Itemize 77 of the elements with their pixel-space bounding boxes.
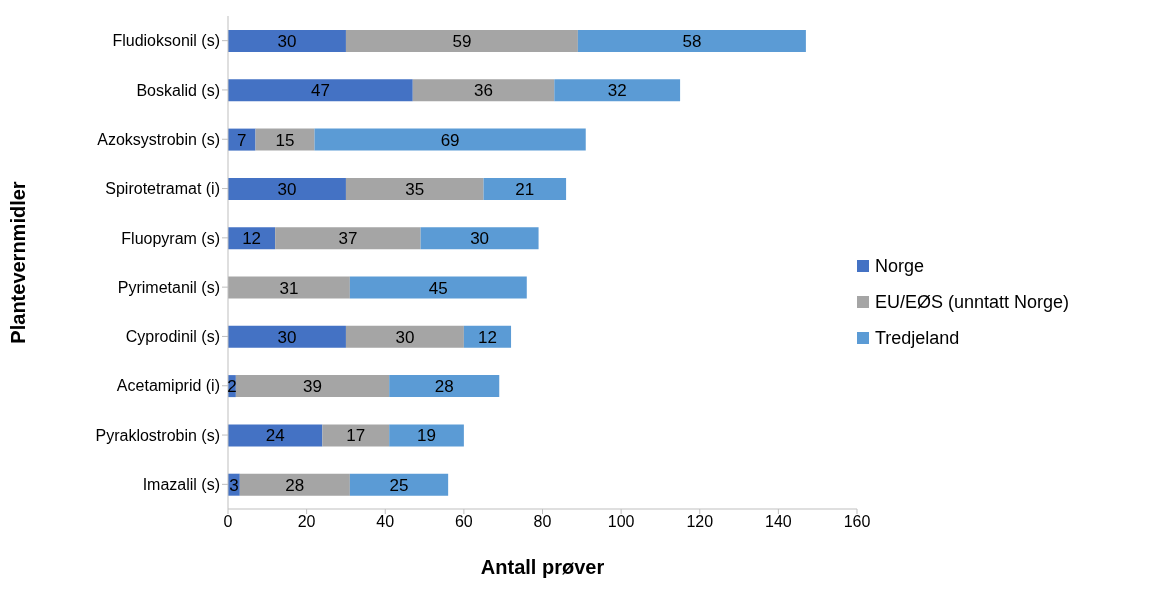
bar [412,79,555,102]
bar [389,375,500,398]
bar [275,227,421,250]
data-label: 24 [265,426,285,446]
data-label: 37 [338,229,358,249]
x-tick-label: 0 [223,513,233,531]
x-tick-label: 160 [843,513,871,531]
bar [228,424,323,447]
data-label: 30 [277,32,297,52]
bar [554,79,681,102]
data-label: 39 [303,377,322,397]
data-label: 58 [682,32,702,52]
y-tick-label: Imazalil (s) [142,476,220,494]
y-tick-label: Fluopyram (s) [121,229,220,247]
x-tick-label: 100 [607,513,635,531]
data-label: 30 [395,327,415,347]
y-tick-label: Cyprodinil (s) [125,328,220,346]
bar [345,177,484,200]
legend-label: EU/EØS (unntatt Norge) [875,291,1070,313]
bar [345,30,578,52]
bar [228,128,256,151]
bar [228,177,346,200]
legend-label: Norge [875,255,925,277]
data-label: 19 [417,426,436,446]
y-tick-label: Boskalid (s) [136,81,220,99]
bar [235,375,390,398]
data-label: 3 [229,475,239,495]
x-tick-label: 80 [533,513,552,531]
bar [239,473,350,496]
bar [345,325,464,348]
bar [349,276,527,299]
legend-label: Tredjeland [875,327,960,349]
data-label: 47 [310,81,330,101]
bar [228,30,346,52]
bar [349,473,449,496]
data-label: 69 [440,130,460,150]
data-label: 32 [607,81,627,101]
y-axis-title: Plantevernmidler [7,181,30,344]
x-tick-label: 120 [686,513,714,531]
data-label: 30 [277,179,297,199]
data-label: 36 [474,81,493,101]
data-label: 30 [470,229,490,249]
data-label: 12 [478,327,497,347]
data-label: 28 [434,377,454,397]
data-label: 25 [389,475,409,495]
y-tick-label: Azoksystrobin (s) [97,130,220,148]
data-label: 12 [242,229,262,249]
data-label: 2 [227,377,237,397]
data-label: 28 [285,475,305,495]
data-label: 45 [428,278,448,298]
y-tick-label: Spirotetramat (i) [105,180,220,198]
bar [228,325,346,348]
bar [314,128,586,151]
data-label: 35 [405,179,425,199]
bar [228,79,413,102]
data-label: 15 [275,130,295,150]
data-label: 17 [346,426,366,446]
bar [420,227,539,250]
data-label: 59 [452,32,472,52]
x-tick-label: 140 [765,513,792,531]
x-tick-label: 60 [454,513,473,531]
x-tick-label: 20 [297,513,316,531]
y-tick-label: Pyrimetanil (s) [117,278,220,296]
bar [389,424,464,447]
y-tick-label: Fludioksonil (s) [112,32,220,50]
y-tick-label: Acetamiprid (i) [116,377,220,395]
x-axis-title: Antall prøver [480,556,605,578]
x-tick-label: 40 [376,513,395,531]
bar [228,276,350,299]
y-tick-label: Pyraklostrobin (s) [95,426,220,444]
bar [577,30,806,52]
data-label: 31 [279,278,299,298]
bar [483,177,567,200]
data-label: 7 [237,130,247,150]
data-label: 21 [515,179,535,199]
data-label: 30 [277,327,297,347]
bar [322,424,390,447]
